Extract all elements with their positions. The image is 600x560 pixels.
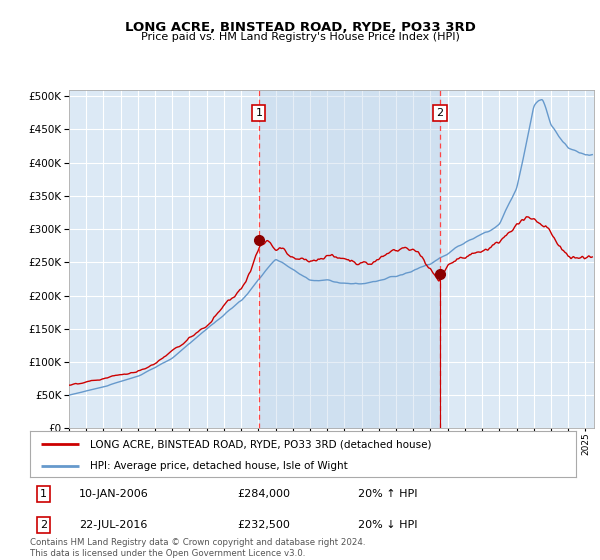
- Text: 22-JUL-2016: 22-JUL-2016: [79, 520, 148, 530]
- Text: LONG ACRE, BINSTEAD ROAD, RYDE, PO33 3RD: LONG ACRE, BINSTEAD ROAD, RYDE, PO33 3RD: [125, 21, 475, 34]
- Text: Contains HM Land Registry data © Crown copyright and database right 2024.
This d: Contains HM Land Registry data © Crown c…: [30, 538, 365, 558]
- Text: 2: 2: [40, 520, 47, 530]
- Text: 1: 1: [40, 489, 47, 499]
- Text: HPI: Average price, detached house, Isle of Wight: HPI: Average price, detached house, Isle…: [90, 461, 348, 471]
- Text: LONG ACRE, BINSTEAD ROAD, RYDE, PO33 3RD (detached house): LONG ACRE, BINSTEAD ROAD, RYDE, PO33 3RD…: [90, 439, 431, 449]
- Text: 20% ↑ HPI: 20% ↑ HPI: [358, 489, 417, 499]
- Text: £232,500: £232,500: [238, 520, 290, 530]
- Text: 10-JAN-2006: 10-JAN-2006: [79, 489, 149, 499]
- Text: Price paid vs. HM Land Registry's House Price Index (HPI): Price paid vs. HM Land Registry's House …: [140, 32, 460, 43]
- Text: 20% ↓ HPI: 20% ↓ HPI: [358, 520, 417, 530]
- Text: £284,000: £284,000: [238, 489, 290, 499]
- Text: 2: 2: [437, 108, 443, 118]
- Text: 1: 1: [256, 108, 262, 118]
